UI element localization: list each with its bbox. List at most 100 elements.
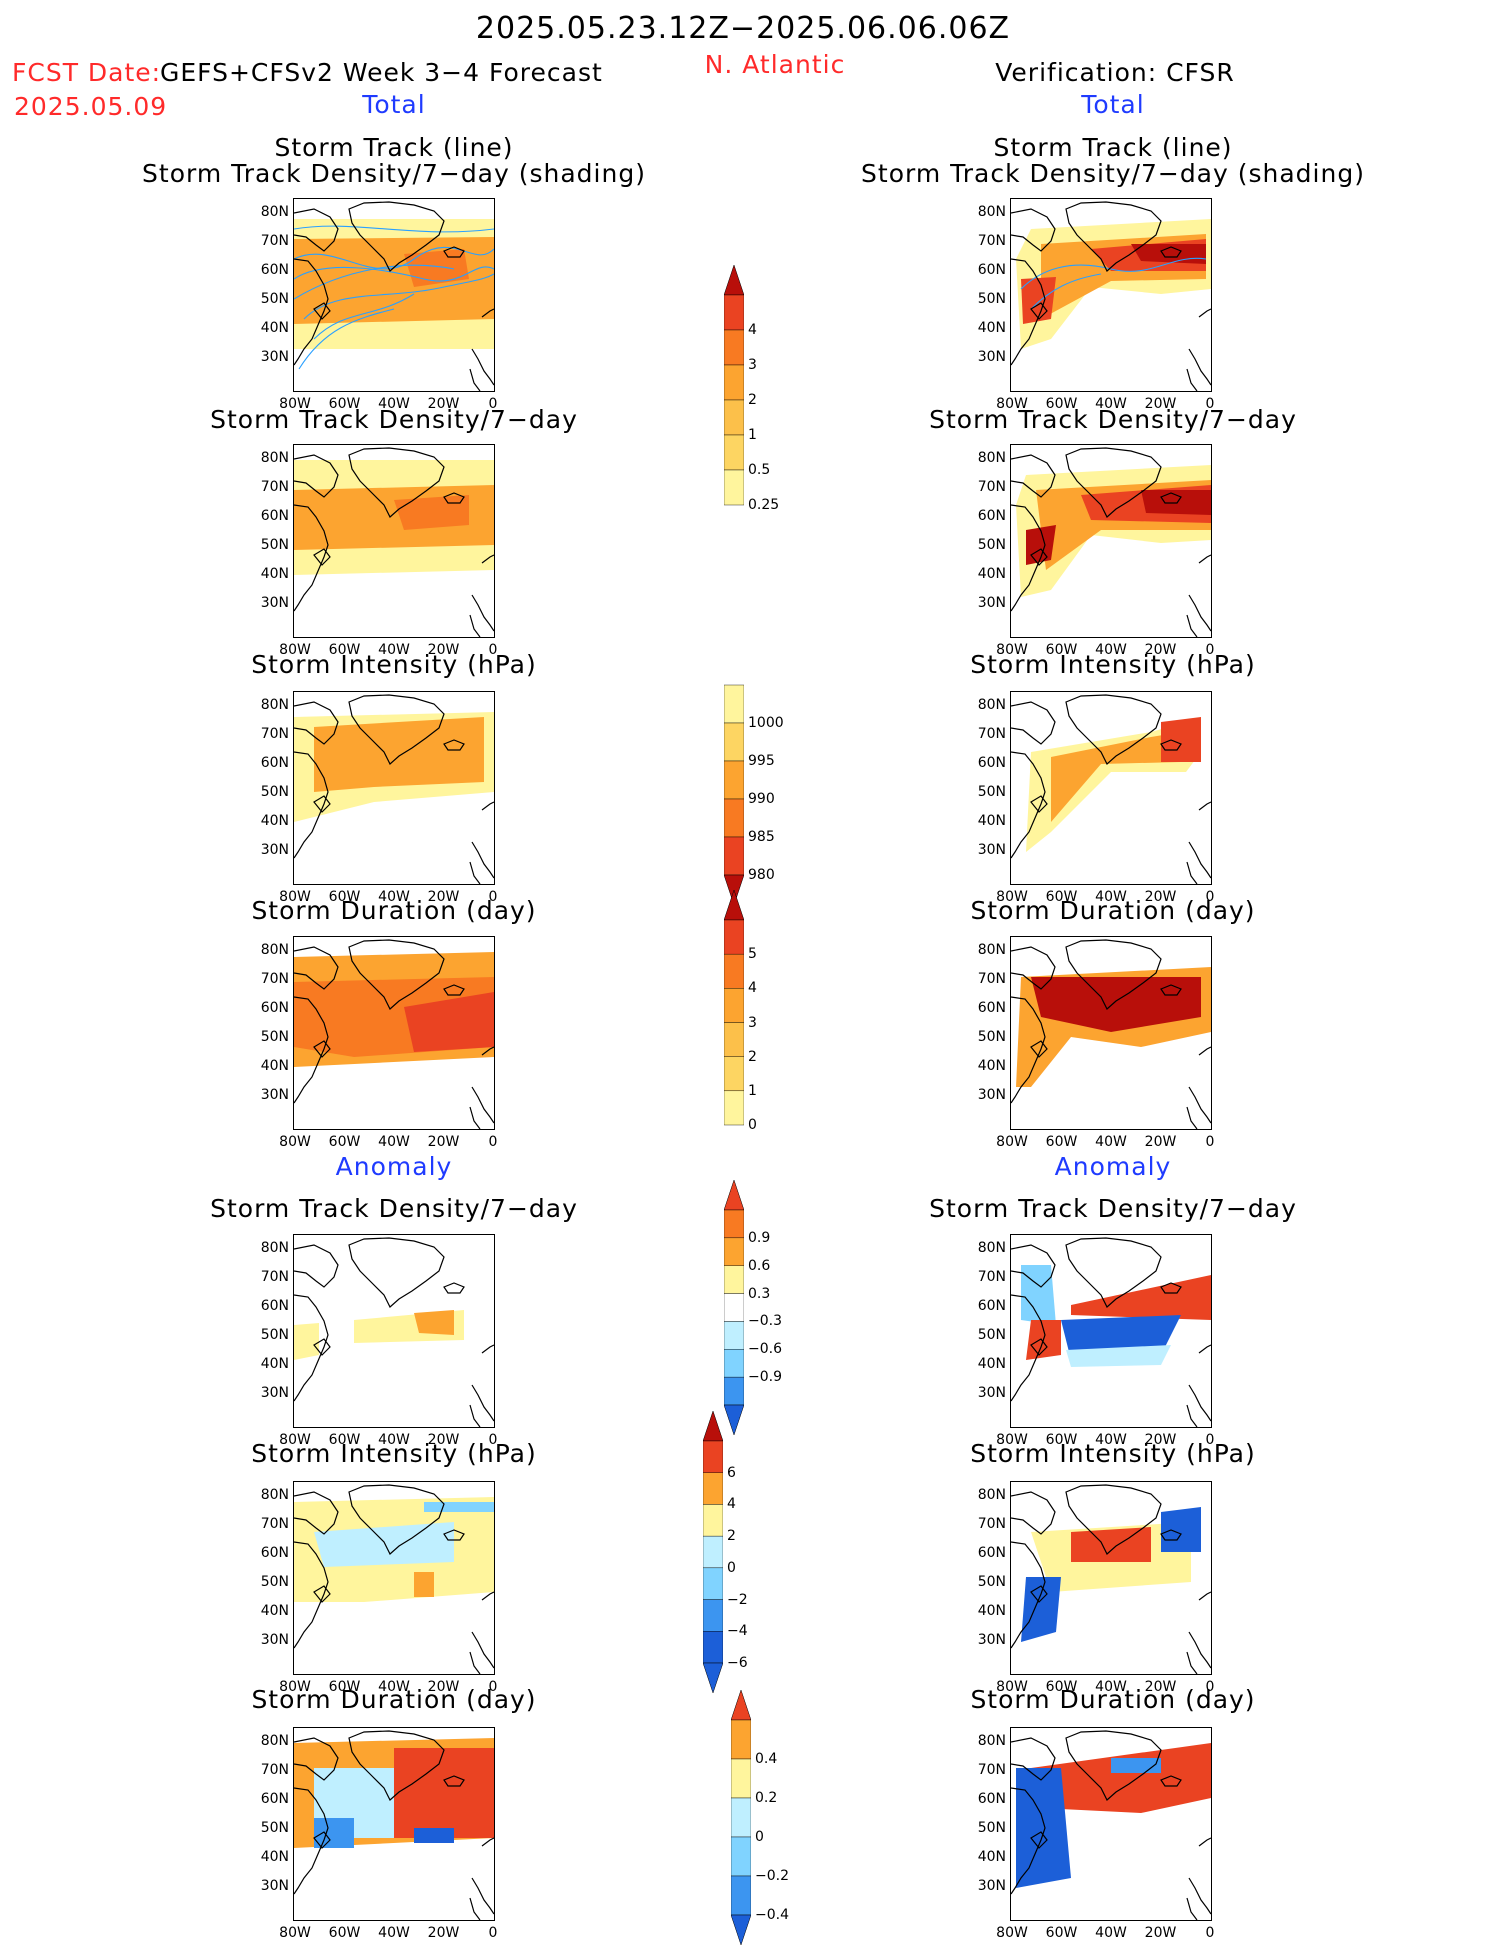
lat-tick: 80N: [260, 697, 289, 713]
panel-intensity-anom-right-map: [1011, 1484, 1211, 1674]
panel-title-intensity-left: Storm Intensity (hPa): [251, 650, 537, 679]
colorbar-tick: 0.25: [748, 497, 780, 513]
lon-tick: 0: [488, 889, 498, 905]
panel-title-duration-left: Storm Duration (day): [251, 896, 537, 925]
region-label: N. Atlantic: [704, 50, 846, 79]
colorbar-tick: 2: [748, 1048, 757, 1065]
panel-duration-anom-right: [1010, 1727, 1212, 1921]
forecast-title: GEFS+CFSv2 Week 3−4 Forecast: [160, 58, 603, 87]
lat-tick: 30N: [977, 1087, 1006, 1103]
lat-tick: 70N: [977, 971, 1006, 987]
lon-tick: 20W: [1144, 396, 1177, 412]
panel-title-density-left: Storm Track Density/7−day: [210, 405, 578, 434]
lon-tick: 40W: [1095, 642, 1127, 658]
lon-tick: 80W: [996, 1679, 1028, 1695]
lon-tick: 0: [1205, 1134, 1215, 1150]
panel-track-right: [1010, 198, 1212, 392]
colorbar-tick: −0.6: [748, 1341, 782, 1358]
panel-duration-right-map: [1011, 939, 1211, 1129]
lon-tick: 80W: [996, 1925, 1028, 1941]
lat-tick: 80N: [977, 450, 1006, 466]
colorbar-tick: 2: [748, 392, 757, 408]
lon-tick: 80W: [996, 1432, 1028, 1448]
lon-tick: 80W: [279, 1432, 311, 1448]
colorbar-tick: 980: [748, 867, 775, 883]
lon-tick: 40W: [1095, 1679, 1127, 1695]
lat-tick: 40N: [260, 1603, 289, 1619]
verification-label: Verification: CFSR: [995, 58, 1235, 87]
panel-title-track-density-shading-right: Storm Track Density/7−day (shading): [861, 159, 1365, 188]
panel-duration-left-map: [294, 939, 494, 1129]
lon-tick: 60W: [328, 1134, 361, 1150]
colorbar-density-anom: 0.9 0.6 0.3 −0.3 −0.6 −0.9: [723, 1179, 782, 1439]
lat-tick: 40N: [977, 1356, 1006, 1372]
panel-density-left: [293, 444, 495, 638]
lat-tick: 80N: [260, 1487, 289, 1503]
lat-tick: 30N: [260, 1878, 289, 1894]
lat-tick: 30N: [977, 1632, 1006, 1648]
lat-tick: 40N: [260, 566, 289, 582]
lon-tick: 40W: [1095, 1432, 1127, 1448]
colorbar-tick: 0: [755, 1829, 764, 1845]
lat-tick: 70N: [260, 726, 289, 742]
lat-tick: 30N: [977, 1878, 1006, 1894]
colorbar-tick: 1: [748, 427, 757, 443]
lat-tick: 80N: [260, 450, 289, 466]
lat-tick: 30N: [260, 842, 289, 858]
lat-tick: 60N: [977, 1000, 1006, 1016]
panel-title-intensity-right: Storm Intensity (hPa): [970, 650, 1256, 679]
colorbar-tick: 0.3: [748, 1285, 771, 1302]
lat-tick: 60N: [977, 262, 1006, 278]
panel-intensity-anom-left: [293, 1481, 495, 1675]
colorbar-tick: 4: [727, 1496, 736, 1513]
colorbar-intensity: 1000 995 990 985 980: [723, 655, 784, 909]
lat-tick: 40N: [977, 566, 1006, 582]
lat-tick: 50N: [260, 1327, 289, 1343]
lon-tick: 20W: [427, 642, 460, 658]
fcst-date: 2025.05.09: [14, 92, 168, 121]
lon-tick: 80W: [279, 396, 311, 412]
colorbar-tick: 6: [727, 1464, 736, 1481]
lat-tick: 80N: [260, 942, 289, 958]
lon-tick: 80W: [279, 889, 311, 905]
panel-title-duration-anom-right: Storm Duration (day): [970, 1685, 1256, 1714]
colorbar-track-density: 4 3 2 1 0.5 0.25: [723, 264, 779, 539]
lat-tick: 60N: [977, 1791, 1006, 1807]
panel-intensity-left: [293, 691, 495, 885]
fcst-date-label: FCST Date:: [12, 58, 162, 87]
lat-tick: 70N: [260, 1762, 289, 1778]
lon-tick: 80W: [279, 1134, 311, 1150]
lon-tick: 60W: [1045, 1134, 1078, 1150]
colorbar-tick: 4: [748, 980, 757, 997]
lat-tick: 40N: [260, 1849, 289, 1865]
lon-tick: 0: [1205, 889, 1215, 905]
lon-tick: 60W: [328, 1679, 361, 1695]
lat-tick: 50N: [260, 1574, 289, 1590]
lat-tick: 30N: [977, 595, 1006, 611]
lon-tick: 80W: [279, 1679, 311, 1695]
lat-tick: 40N: [977, 1603, 1006, 1619]
lon-tick: 40W: [1095, 1925, 1127, 1941]
lat-tick: 70N: [977, 479, 1006, 495]
lon-tick: 20W: [1144, 642, 1177, 658]
lat-tick: 80N: [977, 1487, 1006, 1503]
lon-tick: 20W: [427, 1925, 460, 1941]
colorbar-tick: −0.9: [748, 1369, 782, 1386]
lat-tick: 50N: [977, 1574, 1006, 1590]
anomaly-label-right: Anomaly: [1054, 1152, 1172, 1181]
panel-density-anom-right-map: [1011, 1237, 1211, 1427]
lon-tick: 0: [1205, 642, 1215, 658]
lat-tick: 60N: [977, 1545, 1006, 1561]
lon-tick: 20W: [1144, 1679, 1177, 1695]
lat-tick: 80N: [977, 1240, 1006, 1256]
lat-tick: 60N: [977, 1298, 1006, 1314]
lon-tick: 80W: [279, 1925, 311, 1941]
lat-tick: 50N: [977, 1029, 1006, 1045]
lat-tick: 60N: [260, 1791, 289, 1807]
lat-tick: 40N: [260, 1356, 289, 1372]
lon-tick: 40W: [378, 1679, 410, 1695]
lat-tick: 40N: [977, 1849, 1006, 1865]
colorbar-tick: 0.6: [748, 1257, 771, 1274]
lon-tick: 60W: [328, 889, 361, 905]
lon-tick: 60W: [1045, 1679, 1078, 1695]
